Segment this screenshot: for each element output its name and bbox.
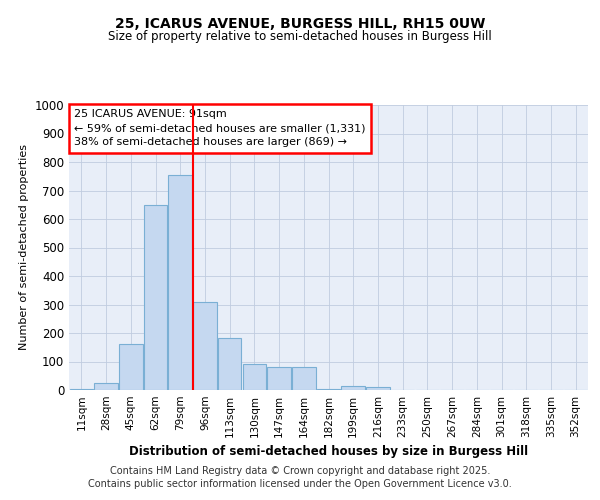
Bar bbox=[218, 338, 241, 390]
Bar bbox=[292, 367, 316, 390]
Text: 25 ICARUS AVENUE: 91sqm
← 59% of semi-detached houses are smaller (1,331)
38% of: 25 ICARUS AVENUE: 91sqm ← 59% of semi-de… bbox=[74, 110, 365, 148]
Bar bbox=[268, 367, 291, 390]
Bar bbox=[366, 387, 389, 390]
Text: Contains HM Land Registry data © Crown copyright and database right 2025.: Contains HM Land Registry data © Crown c… bbox=[110, 466, 490, 476]
Bar bbox=[193, 302, 217, 390]
Bar bbox=[341, 386, 365, 390]
Bar bbox=[169, 175, 192, 390]
Bar bbox=[144, 206, 167, 390]
Bar bbox=[119, 344, 143, 390]
Bar bbox=[70, 389, 93, 390]
Text: Contains public sector information licensed under the Open Government Licence v3: Contains public sector information licen… bbox=[88, 479, 512, 489]
Text: Size of property relative to semi-detached houses in Burgess Hill: Size of property relative to semi-detach… bbox=[108, 30, 492, 43]
Bar bbox=[94, 383, 118, 390]
X-axis label: Distribution of semi-detached houses by size in Burgess Hill: Distribution of semi-detached houses by … bbox=[129, 446, 528, 458]
Y-axis label: Number of semi-detached properties: Number of semi-detached properties bbox=[19, 144, 29, 350]
Text: 25, ICARUS AVENUE, BURGESS HILL, RH15 0UW: 25, ICARUS AVENUE, BURGESS HILL, RH15 0U… bbox=[115, 18, 485, 32]
Bar bbox=[242, 364, 266, 390]
